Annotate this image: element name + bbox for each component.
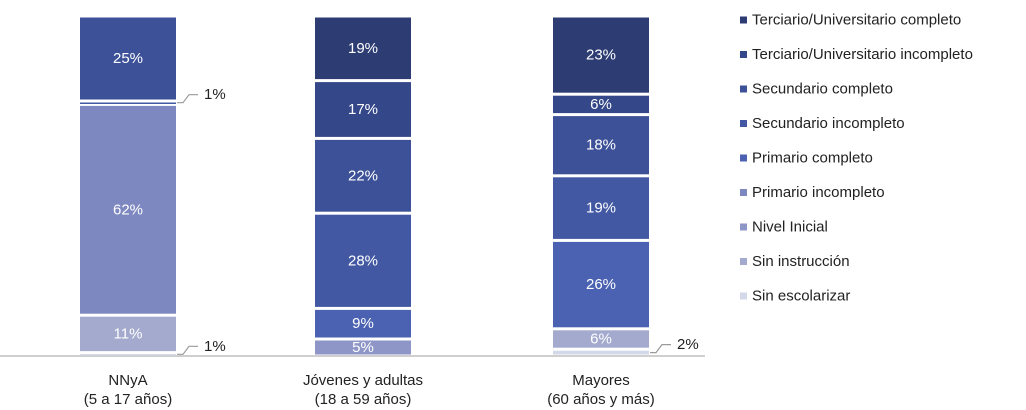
bar-segment-terciario-universitario-incompleto-1 (315, 82, 411, 137)
bars-group: 11% 62% 25% 5% 9% 28% 22% 17% 19% 6% 26% 19% 18% 6% 23… (80, 17, 649, 356)
bar-segment-terciario-universitario-completo-2 (553, 17, 649, 93)
legend-label-primario-incompleto: Primario incompleto (752, 184, 885, 201)
legend-label-terciario-universitario-incompleto: Terciario/Universitario incompleto (752, 46, 973, 63)
bar-segment-nivel-inicial-1 (315, 340, 411, 355)
legend-label-terciario-universitario-completo: Terciario/Universitario completo (752, 12, 961, 29)
leader-line (650, 344, 671, 354)
callouts-group: 1% 1% 2% (177, 86, 699, 355)
callout-label: 1% (204, 86, 226, 103)
legend-swatch-sin-instruccion (740, 258, 747, 265)
bar-segment-primario-completo-1 (315, 309, 411, 338)
bar-segment-sin-escolarizar-2 (553, 350, 649, 355)
data-label: 22% (348, 167, 378, 184)
data-label: 18% (586, 137, 616, 154)
data-label: 11% (114, 325, 143, 342)
bar-segment-primario-incompleto-0 (80, 105, 176, 314)
legend-label-sin-escolarizar: Sin escolarizar (752, 288, 850, 305)
data-label: 25% (113, 50, 143, 67)
bar-segment-secundario-completo-0 (80, 17, 176, 100)
data-label: 28% (348, 252, 378, 269)
legend-swatch-terciario-universitario-completo (740, 16, 747, 24)
legend-label-nivel-inicial: Nivel Inicial (752, 219, 828, 236)
leader-line (177, 345, 198, 355)
bar-segment-secundario-incompleto-2 (553, 177, 649, 239)
legend-label-secundario-incompleto: Secundario incompleto (752, 115, 905, 132)
category-label: Mayores (572, 372, 630, 389)
data-label: 19% (348, 40, 378, 57)
bar-segment-terciario-universitario-incompleto-2 (553, 95, 649, 114)
data-label: 19% (586, 200, 616, 217)
data-label: 23% (586, 47, 616, 64)
legend-swatch-sin-escolarizar (740, 292, 747, 300)
bar-segment-secundario-completo-2 (553, 116, 649, 175)
legend-label-secundario-completo: Secundario completo (752, 81, 893, 98)
legend-label-primario-completo: Primario completo (752, 150, 873, 167)
bar-segment-secundario-incompleto-1 (315, 214, 411, 307)
data-label: 6% (590, 331, 612, 348)
data-label: 6% (590, 96, 612, 113)
bar-segment-sin-instruccion-2 (553, 330, 649, 348)
bar-segment-terciario-universitario-completo-1 (315, 17, 411, 80)
callout-label: 1% (204, 338, 226, 355)
data-label: 5% (352, 339, 374, 356)
legend-swatch-secundario-incompleto (740, 120, 747, 127)
category-sublabel: (18 a 59 años) (315, 391, 412, 408)
legend-swatch-primario-completo (740, 154, 747, 162)
legend-swatch-nivel-inicial (740, 223, 747, 231)
data-label: 26% (586, 276, 616, 293)
legend-swatch-primario-incompleto (740, 189, 747, 196)
category-sublabel: (60 años y más) (547, 391, 655, 408)
legend-swatch-secundario-completo (740, 85, 747, 93)
bar-segment-secundario-incompleto-0 (80, 102, 176, 104)
category-sublabel: (5 a 17 años) (84, 391, 172, 408)
legend-label-sin-instruccion: Sin instrucción (752, 253, 850, 270)
category-labels-group: NNyA (5 a 17 años) Jóvenes y adultas (18 a … (84, 372, 655, 408)
bar-segment-sin-escolarizar-0 (80, 354, 176, 356)
bar-segment-primario-completo-2 (553, 241, 649, 328)
legend-swatch-terciario-universitario-incompleto (740, 51, 747, 58)
category-label: Jóvenes y adultas (303, 372, 423, 389)
data-label: 62% (113, 201, 143, 218)
data-label: 9% (352, 315, 374, 332)
callout-label: 2% (677, 336, 699, 353)
leader-line (177, 94, 198, 104)
data-label: 17% (348, 101, 378, 118)
legend: Terciario/Universitario completo Terciari… (740, 12, 973, 305)
bar-segment-sin-instruccion-0 (80, 316, 176, 352)
category-label: NNyA (108, 372, 147, 389)
bar-segment-secundario-completo-1 (315, 139, 411, 212)
